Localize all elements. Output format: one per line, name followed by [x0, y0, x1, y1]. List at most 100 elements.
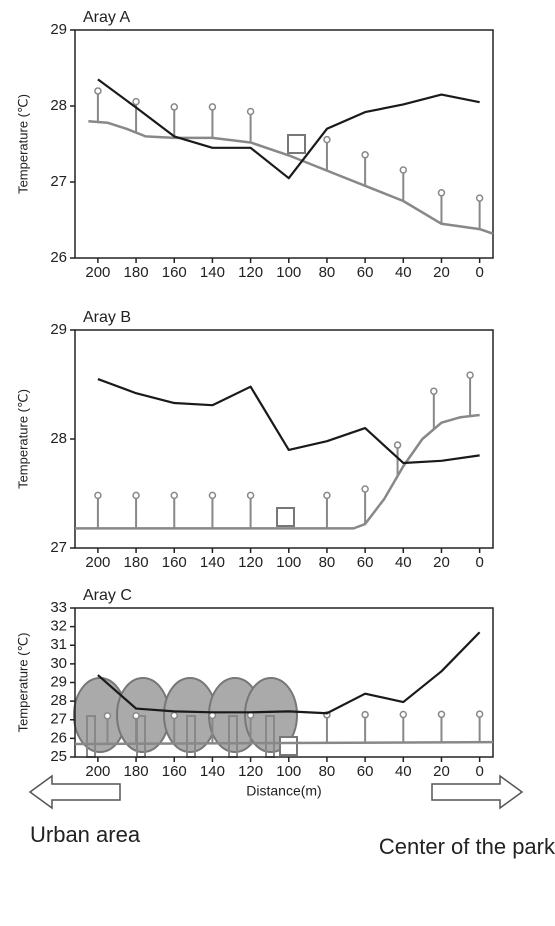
y-axis-label: Temperature (℃) — [15, 389, 30, 489]
post-head — [132, 491, 140, 500]
post-head — [170, 491, 179, 500]
x-tick-label: 100 — [276, 264, 301, 281]
y-tick-label: 29 — [50, 673, 67, 690]
x-tick-label: 200 — [85, 264, 110, 281]
post-head — [94, 87, 102, 95]
y-tick-label: 28 — [50, 97, 67, 114]
y-tick-label: 29 — [50, 321, 67, 338]
post-head — [466, 371, 474, 379]
temperature-line — [74, 740, 494, 746]
y-tick-label: 29 — [50, 21, 67, 38]
x-tick-label: 160 — [162, 264, 187, 281]
panel-title: Aray B — [83, 309, 131, 326]
x-tick-label: 140 — [200, 554, 225, 571]
y-tick-label: 25 — [50, 748, 67, 765]
post-head — [361, 485, 369, 493]
x-tick-label: 40 — [395, 763, 412, 780]
right-arrow — [431, 774, 524, 810]
x-tick-label: 180 — [124, 264, 149, 281]
y-tick-label: 31 — [50, 636, 67, 653]
post-head — [323, 491, 331, 500]
plot-frame — [74, 29, 494, 259]
park-label: Center of the park — [379, 834, 555, 859]
post-head — [246, 491, 255, 500]
post-head — [323, 135, 331, 144]
x-tick-label: 20 — [433, 554, 450, 571]
post-head — [94, 491, 102, 500]
post-head — [208, 491, 217, 500]
post-head — [437, 710, 446, 719]
post-head — [393, 441, 402, 449]
x-tick-label: 200 — [85, 554, 110, 571]
post-head — [399, 710, 408, 719]
x-tick-label: 40 — [395, 264, 412, 281]
x-tick-label: 160 — [162, 763, 187, 780]
post-head — [437, 189, 446, 197]
x-tick-label: 20 — [433, 763, 450, 780]
post-head — [246, 107, 255, 116]
y-tick-label: 27 — [50, 539, 67, 556]
x-tick-label: 0 — [475, 763, 483, 780]
x-tick-label: 60 — [357, 264, 374, 281]
building — [287, 134, 306, 154]
x-tick-label: 120 — [238, 264, 263, 281]
post-head — [208, 103, 217, 111]
y-tick-label: 26 — [50, 249, 67, 266]
post-head — [103, 712, 112, 720]
x-tick-label: 120 — [238, 763, 263, 780]
temperature-line — [97, 378, 480, 465]
post-head — [132, 97, 140, 106]
temperature-line — [75, 413, 480, 530]
y-tick-label: 28 — [50, 692, 67, 709]
panel-title: Aray C — [83, 587, 132, 604]
y-tick-label: 28 — [50, 430, 67, 447]
x-tick-label: 140 — [200, 264, 225, 281]
y-tick-label: 32 — [50, 618, 67, 635]
x-tick-label: 100 — [276, 554, 301, 571]
left-arrow — [28, 774, 121, 810]
x-tick-label: 180 — [124, 763, 149, 780]
building — [276, 507, 295, 527]
y-axis-label: Temperature (℃) — [15, 94, 30, 194]
post-head — [399, 166, 408, 174]
x-tick-label: 40 — [395, 554, 412, 571]
post-head — [475, 710, 484, 718]
y-tick-label: 33 — [50, 599, 67, 616]
building — [279, 736, 298, 756]
x-tick-label: 80 — [319, 554, 336, 571]
y-tick-label: 27 — [50, 711, 67, 728]
panel-title: Aray A — [83, 9, 130, 26]
x-tick-label: 60 — [357, 763, 374, 780]
x-tick-label: 60 — [357, 554, 374, 571]
post-head — [430, 387, 438, 395]
post-head — [361, 710, 369, 719]
x-tick-label: 100 — [276, 763, 301, 780]
x-tick-label: 120 — [238, 554, 263, 571]
x-tick-label: 160 — [162, 554, 187, 571]
temperature-line — [88, 119, 494, 235]
temperature-line — [97, 631, 481, 715]
x-tick-label: 180 — [124, 554, 149, 571]
x-tick-label: 80 — [319, 763, 336, 780]
urban-label: Urban area — [30, 822, 141, 847]
x-tick-label: 80 — [319, 264, 336, 281]
post-head — [170, 103, 179, 111]
y-axis-label: Temperature (℃) — [15, 633, 30, 733]
y-tick-label: 27 — [50, 173, 67, 190]
post-head — [170, 711, 179, 720]
post-head — [475, 194, 484, 202]
post-head — [132, 711, 140, 720]
y-tick-label: 30 — [50, 655, 67, 672]
x-tick-label: 20 — [433, 264, 450, 281]
post-head — [361, 151, 369, 159]
temperature-line — [97, 78, 480, 180]
x-tick-label: 0 — [475, 554, 483, 571]
x-tick-label: 140 — [200, 763, 225, 780]
y-tick-label: 26 — [50, 729, 67, 746]
x-tick-label: 200 — [85, 763, 110, 780]
x-tick-label: 0 — [475, 264, 483, 281]
